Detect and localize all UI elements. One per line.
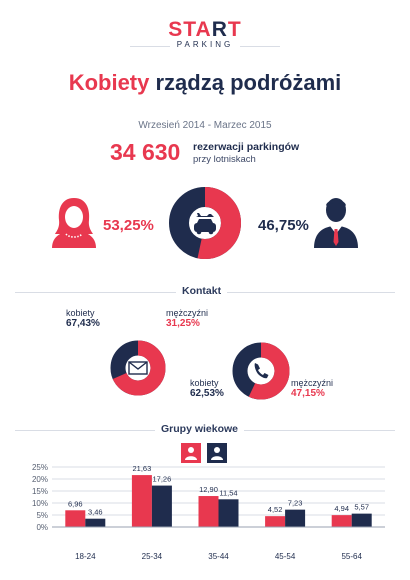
bar-value-label: 4,52 xyxy=(268,505,283,514)
x-tick-label: 18-24 xyxy=(75,552,96,561)
y-tick-label: 5% xyxy=(36,511,48,520)
bar-value-label: 17,26 xyxy=(153,475,172,484)
logo-divider-right xyxy=(240,46,280,47)
y-tick-label: 25% xyxy=(32,463,48,472)
plane-car-icon xyxy=(194,213,216,235)
y-tick-label: 0% xyxy=(36,523,48,532)
mail-men-label: mężczyźni 31,25% xyxy=(166,308,208,329)
bar-value-label: 3,46 xyxy=(88,508,103,517)
bar-value-label: 5,57 xyxy=(354,503,369,512)
bar xyxy=(265,516,286,527)
x-tick-label: 35-44 xyxy=(208,552,229,561)
brand-name-part3: T xyxy=(227,18,242,41)
brand-subtitle: PARKING xyxy=(176,40,234,49)
logo-divider-left xyxy=(130,46,170,47)
x-tick-label: 25-34 xyxy=(142,552,163,561)
bar-value-label: 12,90 xyxy=(199,485,218,494)
envelope-icon xyxy=(128,361,148,375)
phone-men-text: mężczyźni xyxy=(291,378,334,388)
mail-women-text: kobiety xyxy=(66,308,95,318)
bar xyxy=(198,496,219,527)
bar-value-label: 7,23 xyxy=(288,499,303,508)
mail-women-value: 67,43% xyxy=(66,318,100,329)
y-tick-label: 15% xyxy=(32,487,48,496)
reservations-count: 34 630 xyxy=(110,139,181,165)
age-legend xyxy=(181,443,227,463)
mail-women-label: kobiety 67,43% xyxy=(66,308,100,329)
mail-women-arc xyxy=(110,340,166,396)
phone-men-value: 47,15% xyxy=(291,388,325,399)
mail-men-text: mężczyźni xyxy=(166,308,209,318)
phone-donut-chart xyxy=(232,342,290,400)
bar xyxy=(131,475,152,527)
contact-section-title: Kontakt xyxy=(176,285,228,297)
phone-women-text: kobiety xyxy=(190,378,219,388)
phone-women-value: 62,53% xyxy=(190,388,224,399)
bar-value-label: 21,63 xyxy=(133,464,152,473)
y-tick-label: 10% xyxy=(32,499,48,508)
bar xyxy=(65,510,86,527)
phone-men-label: mężczyźni 47,15% xyxy=(291,378,333,399)
women-share-arc xyxy=(169,187,241,259)
x-tick-label: 45-54 xyxy=(275,552,296,561)
man-avatar-icon xyxy=(314,198,358,248)
women-share-total: 53,25% xyxy=(103,217,154,234)
period-label: Wrzesień 2014 - Marzec 2015 xyxy=(138,120,272,131)
brand-logo: START xyxy=(0,18,410,42)
woman-avatar-icon xyxy=(52,198,96,248)
phone-women-label: kobiety 62,53% xyxy=(190,378,224,399)
bar xyxy=(151,485,172,527)
bar xyxy=(218,499,239,527)
x-tick-label: 55-64 xyxy=(341,552,362,561)
bar-value-label: 11,54 xyxy=(219,488,237,497)
phone-women-arc xyxy=(232,342,290,400)
brand-name-part1: STA xyxy=(168,18,212,41)
bar xyxy=(285,509,306,527)
reservations-line2: przy lotniskach xyxy=(193,154,256,165)
mail-men-value: 31,25% xyxy=(166,318,200,329)
age-section-title: Grupy wiekowe xyxy=(155,423,245,435)
page-title: Kobiety rządzą podróżami xyxy=(0,70,410,96)
phone-icon xyxy=(254,363,269,379)
page-title-accent: Kobiety xyxy=(68,70,150,95)
bar xyxy=(331,515,352,527)
brand-name-part2: R xyxy=(211,18,228,41)
page-title-rest: rządzą podróżami xyxy=(149,70,342,95)
bar-value-label: 4,94 xyxy=(334,504,349,513)
men-share-total: 46,75% xyxy=(258,217,309,234)
mail-donut-chart xyxy=(110,340,166,396)
bar xyxy=(351,513,372,527)
y-tick-label: 20% xyxy=(32,475,48,484)
bar-value-label: 6,96 xyxy=(68,499,83,508)
bar xyxy=(85,518,106,527)
gender-donut-chart xyxy=(169,187,241,259)
reservations-line1: rezerwacji parkingów xyxy=(193,141,300,153)
